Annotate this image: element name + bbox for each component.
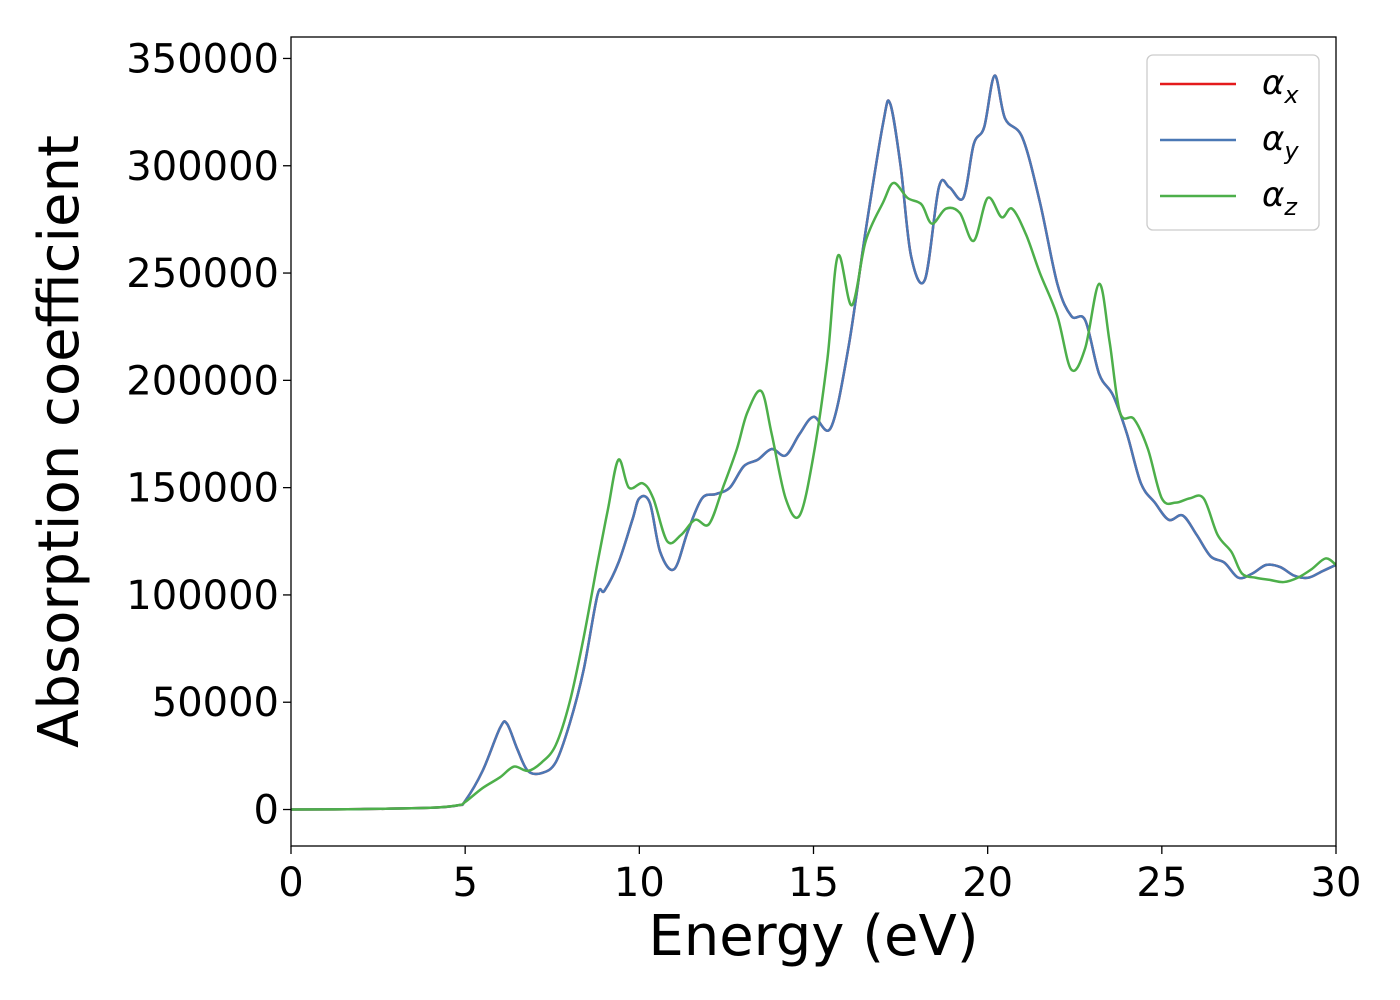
- y-tick-label: 350000: [126, 36, 279, 82]
- x-axis-label: Energy (eV): [648, 904, 978, 969]
- y-axis-label: Absorption coefficient: [27, 135, 92, 748]
- x-tick-label: 30: [1311, 860, 1362, 906]
- legend-label-alpha-z: αz: [1262, 175, 1298, 221]
- legend-label-alpha-x: αx: [1262, 63, 1299, 109]
- x-tick-label: 0: [278, 860, 303, 906]
- y-tick-label: 0: [254, 788, 279, 834]
- series-line-alpha-z: [291, 181, 1336, 811]
- x-tick-label: 20: [962, 860, 1013, 906]
- x-tick-label: 5: [452, 860, 477, 906]
- y-tick-label: 200000: [126, 358, 279, 404]
- series-line-alpha-y: [291, 74, 1336, 811]
- x-tick-label: 10: [614, 860, 665, 906]
- y-tick-label: 150000: [126, 466, 279, 512]
- x-tick-label: 15: [788, 860, 839, 906]
- y-tick-label: 100000: [126, 573, 279, 619]
- y-tick-label: 250000: [126, 251, 279, 297]
- legend-label-alpha-y: αy: [1262, 119, 1299, 165]
- x-axis-ticks: 0 5 10 15 20 25 30: [278, 846, 1361, 906]
- y-tick-label: 50000: [152, 680, 279, 726]
- x-tick-label: 25: [1136, 860, 1187, 906]
- legend-box: [1146, 54, 1320, 231]
- y-tick-label: 300000: [126, 144, 279, 190]
- series-layer: [291, 74, 1336, 811]
- legend: αx αy αz: [1146, 54, 1320, 231]
- y-axis-ticks: 0 50000 100000 150000 200000 250000 300000 3500…: [126, 36, 291, 834]
